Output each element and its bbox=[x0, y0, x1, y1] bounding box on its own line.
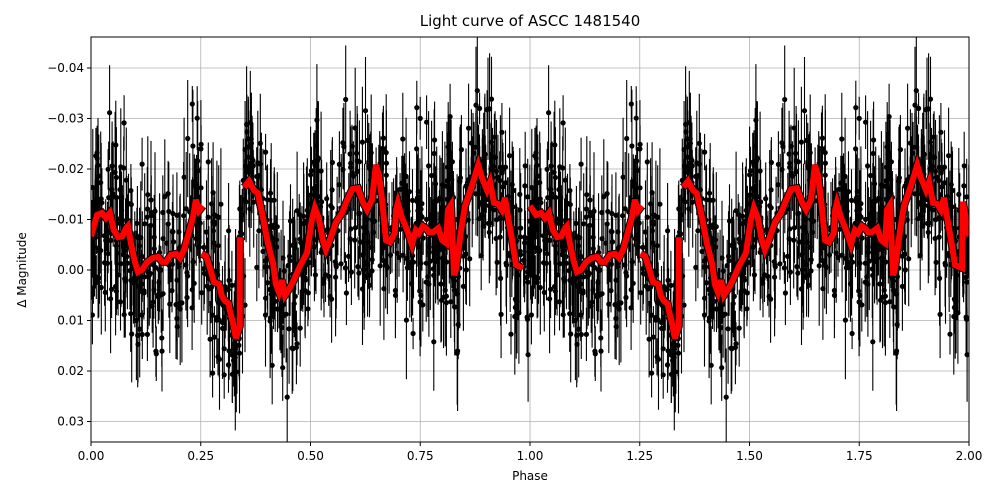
chart-title: Light curve of ASCC 1481540 bbox=[419, 12, 641, 30]
x-tick-label: 1.50 bbox=[736, 449, 763, 463]
y-tick-label: 0.02 bbox=[57, 364, 84, 378]
x-tick-label: 0.50 bbox=[297, 449, 324, 463]
x-tick-label: 1.00 bbox=[517, 449, 544, 463]
y-tick-label: −0.04 bbox=[47, 61, 84, 75]
x-axis-ticks: 0.00 0.25 0.50 0.75 1.00 1.25 1.50 1.75 2.00 bbox=[78, 442, 983, 463]
x-axis-label: Phase bbox=[512, 469, 548, 483]
x-tick-label: 0.75 bbox=[407, 449, 434, 463]
y-tick-label: 0.03 bbox=[57, 415, 84, 429]
binned-mean-line bbox=[91, 151, 969, 340]
y-tick-label: 0.00 bbox=[57, 263, 84, 277]
x-tick-label: 0.00 bbox=[78, 449, 105, 463]
x-tick-label: 0.25 bbox=[187, 449, 214, 463]
x-tick-label: 1.75 bbox=[846, 449, 873, 463]
y-tick-label: −0.01 bbox=[47, 213, 84, 227]
y-tick-label: 0.01 bbox=[57, 314, 84, 328]
y-axis-ticks: −0.04 −0.03 −0.02 −0.01 0.00 0.01 0.02 0.03 bbox=[47, 61, 91, 429]
y-tick-label: −0.03 bbox=[47, 112, 84, 126]
y-tick-label: −0.02 bbox=[47, 162, 84, 176]
x-tick-label: 1.25 bbox=[626, 449, 653, 463]
x-tick-label: 2.00 bbox=[956, 449, 983, 463]
